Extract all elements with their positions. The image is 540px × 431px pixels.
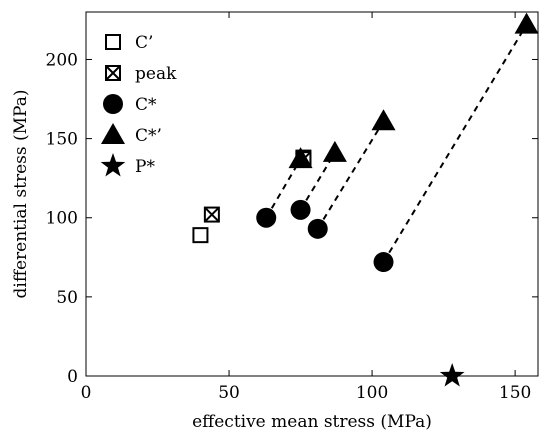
data-point (373, 252, 394, 273)
y-tick-label: 100 (46, 209, 78, 229)
x-tick-label: 50 (218, 383, 240, 403)
x-tick-label: 150 (499, 383, 531, 403)
legend-entry: peak (105, 64, 177, 84)
legend-marker (105, 34, 121, 50)
x-axis-label: effective mean stress (MPa) (192, 412, 432, 431)
data-point (439, 363, 465, 387)
legend-marker (101, 123, 125, 144)
legend-entry: C* (103, 94, 157, 115)
x-tick-label: 0 (81, 383, 92, 403)
y-tick-label: 150 (46, 130, 78, 150)
legend-entry: C*’ (101, 123, 162, 146)
y-tick-label: 200 (46, 50, 78, 70)
legend-label: C* (135, 95, 157, 115)
data-point (256, 207, 277, 228)
data-point (307, 218, 328, 239)
y-tick-label: 50 (56, 288, 78, 308)
legend-entry: C’ (105, 33, 153, 53)
legend-marker (100, 153, 126, 177)
legend-marker (103, 94, 123, 114)
dashed-trend-line (265, 158, 302, 219)
data-point (290, 199, 311, 220)
y-axis-label: differential stress (MPa) (11, 90, 31, 299)
connector-lines (265, 24, 528, 263)
data-point (322, 140, 347, 162)
axis-ticks: 0 50 100 150 0 50 100 150 200 (46, 12, 538, 403)
data-point (192, 227, 209, 244)
legend-label: C*’ (135, 126, 162, 146)
data-point (288, 147, 313, 169)
y-tick-label: 0 (67, 367, 78, 387)
data-point (514, 12, 539, 34)
legend-label: P* (135, 157, 155, 177)
dashed-trend-line (316, 120, 385, 230)
legend-entry: P* (100, 153, 155, 177)
data-point (203, 206, 220, 223)
legend-label: peak (135, 64, 177, 84)
dashed-trend-line (299, 152, 336, 211)
dashed-trend-line (382, 24, 528, 263)
legend: C’ peak C* C*’ P* (100, 33, 177, 177)
plot-frame (85, 11, 539, 377)
legend-label: C’ (135, 33, 153, 53)
data-points (192, 12, 539, 387)
x-tick-label: 100 (356, 383, 388, 403)
legend-marker (105, 65, 121, 81)
data-point (371, 109, 396, 131)
